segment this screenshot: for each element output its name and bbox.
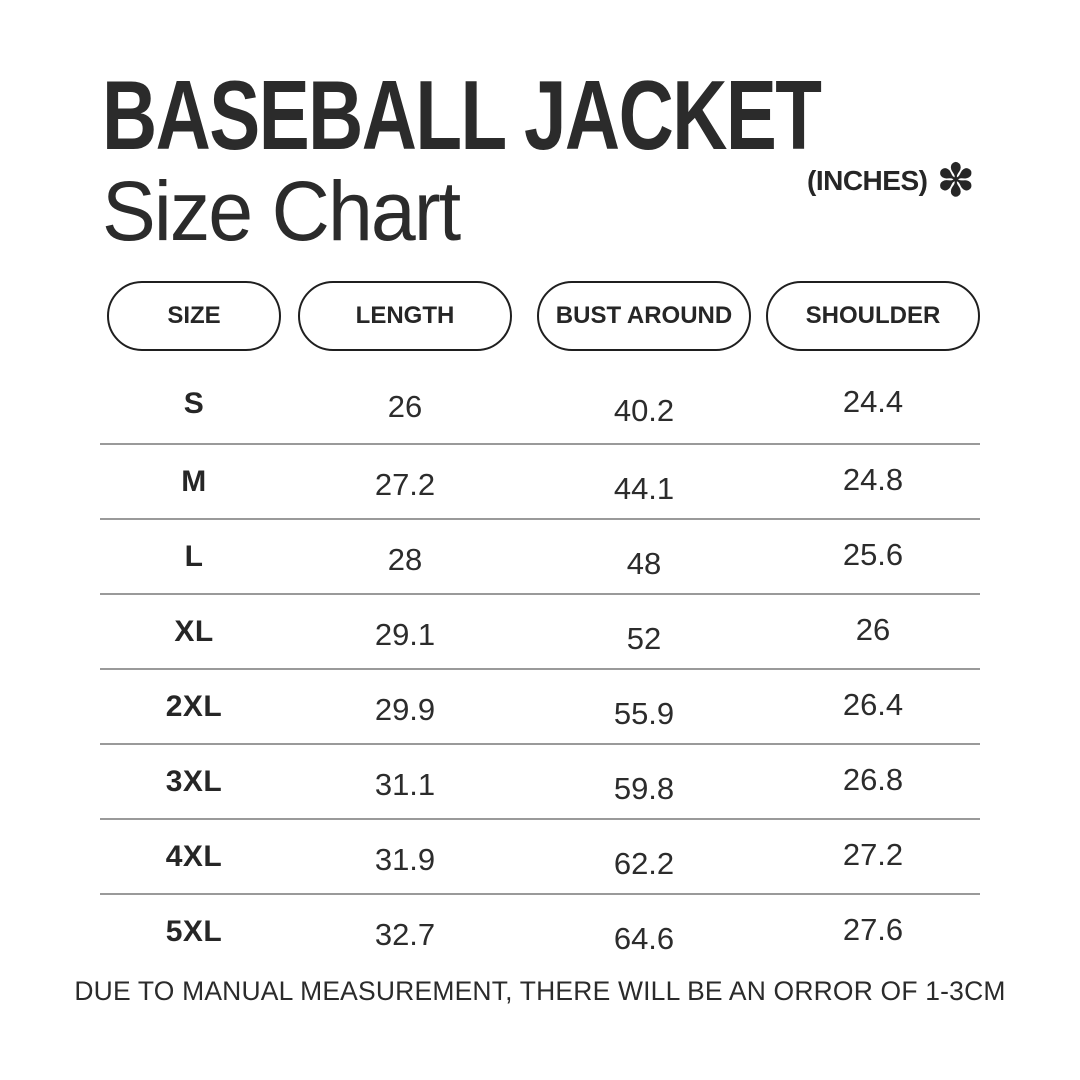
cell-length: 31.1 [374, 766, 436, 802]
table-row: 3XL 31.1 59.8 26.8 [100, 743, 980, 818]
cell-length: 26 [387, 389, 423, 424]
cell-length: 28 [387, 541, 423, 577]
cell-size: 4XL [165, 839, 223, 873]
cell-shoulder: 24.8 [842, 461, 904, 497]
page-title: BASEBALL JACKET [102, 60, 822, 170]
cell-size: S [183, 387, 205, 420]
cell-bust: 44.1 [613, 470, 675, 506]
cell-shoulder: 27.6 [842, 911, 904, 947]
table-row: 5XL 32.7 64.6 27.6 [100, 893, 980, 968]
cell-bust: 52 [626, 620, 662, 656]
cell-length: 32.7 [374, 916, 436, 952]
cell-size: L [184, 539, 204, 573]
cell-bust: 55.9 [613, 695, 675, 731]
unit-annotation: (INCHES) ✽ [807, 153, 975, 207]
page-subtitle: Size Chart [102, 164, 461, 258]
table-row: M 27.2 44.1 24.8 [100, 443, 980, 518]
cell-shoulder: 26.4 [842, 686, 904, 722]
cell-shoulder: 24.4 [842, 384, 904, 419]
table-row: L 28 48 25.6 [100, 518, 980, 593]
header-cell-length: LENGTH [288, 281, 522, 351]
table-header-row: SIZE LENGTH BUST AROUND SHOULDER [100, 281, 980, 351]
table-row: S 26 40.2 24.4 [100, 365, 980, 443]
table-row: 2XL 29.9 55.9 26.4 [100, 668, 980, 743]
header-cell-bust: BUST AROUND [522, 281, 766, 351]
size-chart-table: S 26 40.2 24.4 M 27.2 44.1 24.8 L 28 48 … [100, 365, 980, 968]
cell-bust: 64.6 [613, 920, 675, 956]
cell-length: 27.2 [374, 466, 436, 502]
bust-header-pill: BUST AROUND [537, 281, 751, 351]
cell-shoulder: 26 [855, 611, 891, 647]
cell-length: 29.9 [374, 691, 436, 727]
cell-bust: 48 [626, 545, 662, 581]
cell-length: 31.9 [374, 841, 436, 877]
size-header-pill: SIZE [107, 281, 281, 351]
cell-shoulder: 26.8 [842, 761, 904, 797]
length-header-pill: LENGTH [298, 281, 512, 351]
cell-size: 5XL [165, 914, 223, 948]
header-cell-shoulder: SHOULDER [766, 281, 980, 351]
cell-shoulder: 25.6 [842, 536, 904, 572]
cell-bust: 40.2 [613, 393, 675, 428]
cell-size: XL [174, 614, 214, 648]
cell-size: 2XL [165, 689, 223, 723]
header-cell-size: SIZE [100, 281, 288, 351]
measurement-disclaimer: DUE TO MANUAL MEASUREMENT, THERE WILL BE… [74, 976, 1006, 1006]
cell-bust: 59.8 [613, 770, 675, 806]
cell-bust: 62.2 [613, 845, 675, 881]
cell-size: M [181, 464, 207, 498]
cell-size: 3XL [165, 764, 223, 798]
table-row: 4XL 31.9 62.2 27.2 [100, 818, 980, 893]
cell-length: 29.1 [374, 616, 436, 652]
table-row: XL 29.1 52 26 [100, 593, 980, 668]
asterisk-icon: ✽ [936, 153, 975, 207]
shoulder-header-pill: SHOULDER [766, 281, 980, 351]
unit-label: (INCHES) [807, 165, 928, 196]
cell-shoulder: 27.2 [842, 836, 904, 872]
